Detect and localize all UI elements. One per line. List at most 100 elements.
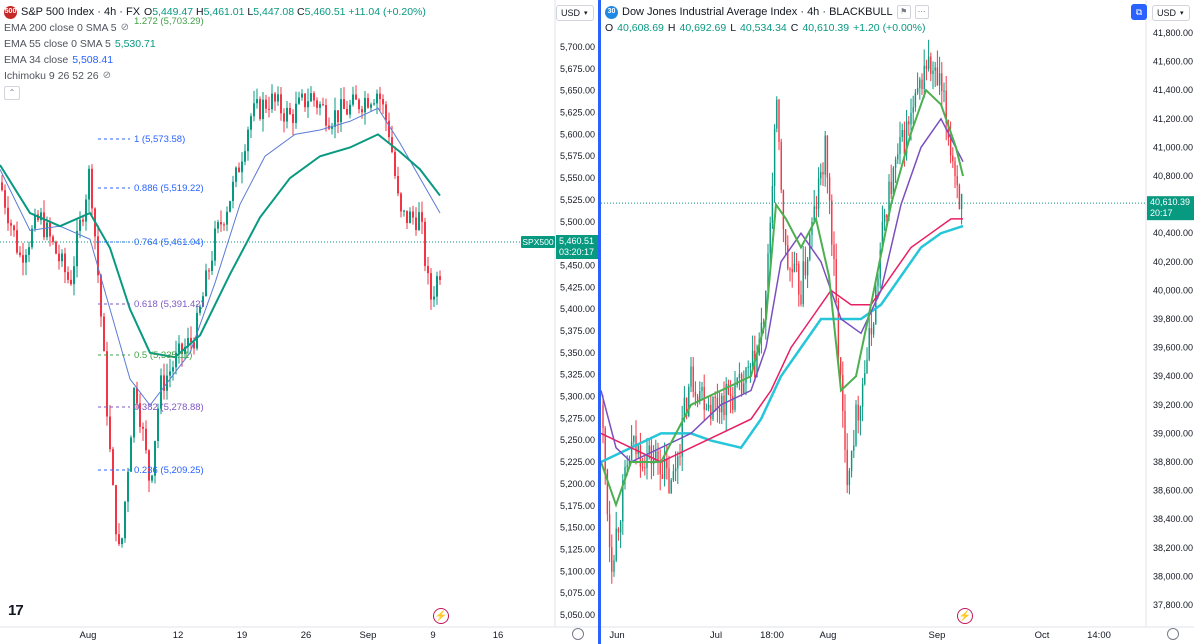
- candle-body: [791, 268, 793, 273]
- candle-body: [776, 99, 778, 129]
- y-tick-label: 5,150.00: [560, 523, 595, 533]
- candle-body: [817, 178, 820, 209]
- indicator-ema200[interactable]: EMA 200 close 0 SMA 5 ⊘: [4, 22, 130, 34]
- candle-body: [277, 94, 279, 102]
- candle-body: [286, 107, 288, 122]
- candle-body: [25, 254, 27, 263]
- candle-body: [169, 371, 171, 376]
- candle-body: [280, 94, 282, 114]
- dji-chart-canvas[interactable]: 41,800.00 41,600.00 41,400.00 41,200.00 41,0…: [601, 0, 1194, 644]
- candle-body: [910, 112, 912, 125]
- candle-body: [888, 181, 890, 218]
- y-tick-label: 5,200.00: [560, 479, 595, 489]
- lightning-icon[interactable]: ⚡: [433, 608, 449, 624]
- candle-body: [943, 90, 945, 92]
- y-tick-label: 5,450.00: [560, 260, 595, 270]
- candle-body: [157, 408, 159, 441]
- candle-body: [685, 397, 688, 417]
- spx-chart-pane[interactable]: 5,700.00 5,675.00 5,650.00 5,625.00 5,600.00…: [0, 0, 598, 644]
- spx-symbol-title[interactable]: S&P 500 Index · 4h · FX: [21, 6, 141, 18]
- candle-body: [325, 105, 327, 126]
- candle-body: [637, 445, 639, 455]
- flag-icon[interactable]: ⚑: [896, 5, 911, 19]
- y-tick-label: 40,000.00: [1153, 285, 1193, 295]
- candle-body: [208, 270, 210, 272]
- y-tick-label: 5,400.00: [560, 304, 595, 314]
- more-icon[interactable]: ⋯: [914, 5, 929, 19]
- candle-body: [271, 93, 273, 110]
- lightning-icon[interactable]: ⚡: [957, 608, 973, 624]
- candle-body: [58, 253, 60, 262]
- y-tick-label: 41,400.00: [1153, 85, 1193, 95]
- candle-body: [388, 120, 390, 138]
- candle-body: [178, 343, 180, 353]
- indicator-ichimoku[interactable]: Ichimoku 9 26 52 26 ⊘: [4, 70, 111, 82]
- candle-body: [172, 367, 174, 372]
- tradingview-logo-icon[interactable]: 17: [8, 602, 24, 619]
- candle-body: [674, 468, 677, 472]
- fib-level-label: 1.272 (5,703.29): [134, 16, 204, 27]
- candle-body: [828, 177, 831, 201]
- spx-ohlc: O5,449.47 H5,461.01 L5,447.08 C5,460.51 …: [144, 6, 426, 18]
- candle-body: [954, 161, 956, 177]
- candle-body: [49, 222, 51, 237]
- candle-body: [151, 475, 153, 481]
- y-tick-label: 38,400.00: [1153, 514, 1193, 524]
- y-tick-label: 5,250.00: [560, 435, 595, 445]
- candle-body: [205, 270, 207, 297]
- candle-body: [358, 99, 360, 110]
- x-tick-label: 16: [493, 630, 504, 641]
- candle-body: [187, 337, 189, 348]
- candle-body: [848, 470, 851, 486]
- candle-body: [725, 383, 727, 416]
- ma-mid-line: [601, 117, 964, 463]
- settings-gear-icon[interactable]: [1167, 628, 1179, 640]
- collapse-legend-button[interactable]: ⌃: [4, 86, 20, 100]
- candle-body: [250, 116, 252, 130]
- candle-body: [941, 73, 943, 92]
- candle-body: [881, 221, 884, 251]
- candle-body: [22, 255, 24, 263]
- candle-body: [855, 404, 857, 446]
- dji-symbol-title[interactable]: Dow Jones Industrial Average Index · 4h …: [622, 6, 893, 18]
- candle-body: [202, 296, 204, 307]
- candle-body: [43, 212, 45, 238]
- candle-body: [615, 528, 617, 561]
- candle-body: [31, 228, 33, 248]
- eye-hidden-icon[interactable]: ⊘: [102, 70, 111, 81]
- y-tick-label: 39,000.00: [1153, 428, 1193, 438]
- indicator-ema55[interactable]: EMA 55 close 0 SMA 5 5,530.71: [4, 38, 156, 50]
- x-tick-label: Sep: [360, 630, 377, 641]
- y-tick-label: 5,675.00: [560, 64, 595, 74]
- candle-body: [622, 480, 624, 522]
- price-tag: [556, 235, 598, 259]
- spx-chart-canvas[interactable]: 5,700.00 5,675.00 5,650.00 5,625.00 5,600.00…: [0, 0, 598, 644]
- candle-body: [259, 99, 261, 120]
- currency-button[interactable]: USD ▾: [556, 5, 594, 21]
- eye-hidden-icon[interactable]: ⊘: [120, 22, 130, 33]
- candle-body: [769, 222, 771, 254]
- candle-body: [806, 259, 809, 276]
- x-tick-label: 9: [430, 630, 435, 641]
- candle-body: [749, 366, 752, 368]
- candle-body: [916, 88, 919, 93]
- candle-body: [148, 450, 150, 481]
- candle-body: [181, 343, 183, 354]
- sync-icon[interactable]: ⧉: [1131, 4, 1147, 20]
- settings-gear-icon[interactable]: [572, 628, 584, 640]
- y-tick-label: 5,350.00: [560, 348, 595, 358]
- pane-divider[interactable]: [598, 0, 601, 644]
- candle-body: [382, 99, 384, 105]
- candle-body: [295, 103, 297, 124]
- y-tick-label: 5,525.00: [560, 195, 595, 205]
- y-tick-label: 5,575.00: [560, 151, 595, 161]
- price-tag-value: 40,610.39: [1150, 197, 1190, 207]
- candle-body: [877, 278, 879, 287]
- currency-button[interactable]: USD ▾: [1152, 5, 1190, 21]
- candle-body: [421, 212, 423, 222]
- candle-body: [864, 373, 866, 384]
- indicator-ema34[interactable]: EMA 34 close 5,508.41: [4, 54, 114, 66]
- dji-title-row: 30 Dow Jones Industrial Average Index · …: [605, 4, 929, 20]
- candle-body: [648, 445, 650, 454]
- dji-chart-pane[interactable]: 41,800.00 41,600.00 41,400.00 41,200.00 41,0…: [601, 0, 1194, 644]
